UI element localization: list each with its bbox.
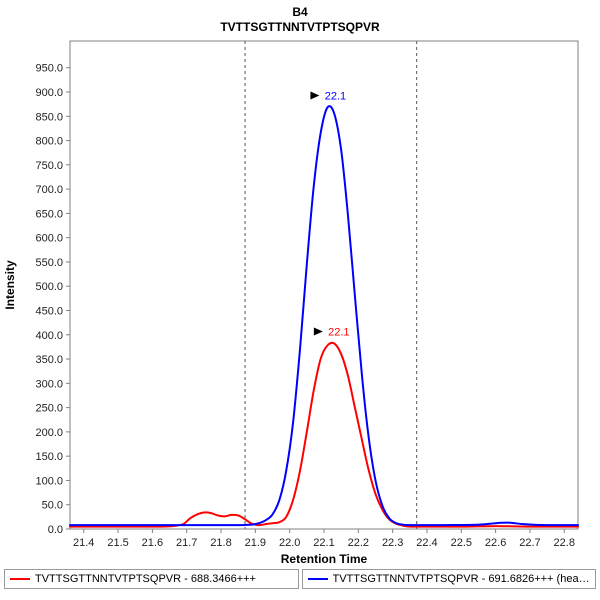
y-tick-label: 700.0 <box>35 184 63 196</box>
y-tick-label: 550.0 <box>35 257 63 269</box>
y-tick-label: 450.0 <box>35 305 63 317</box>
legend-item-light: TVTTSGTTNNTVTPTSQPVR - 688.3466+++ <box>4 569 299 589</box>
y-tick-label: 900.0 <box>35 87 63 99</box>
x-tick-label: 22.5 <box>451 537 472 549</box>
y-tick-label: 500.0 <box>35 281 63 293</box>
y-tick-label: 250.0 <box>35 403 63 415</box>
chart-header: B4 TVTTSGTTNNTVTPTSQPVR <box>0 0 600 35</box>
y-tick-label: 350.0 <box>35 354 63 366</box>
legend-label-heavy: TVTTSGTTNNTVTPTSQPVR - 691.6826+++ (heav… <box>332 573 591 585</box>
x-tick-label: 21.4 <box>73 537 94 549</box>
y-tick-label: 950.0 <box>35 63 63 75</box>
y-tick-label: 600.0 <box>35 233 63 245</box>
y-tick-label: 750.0 <box>35 160 63 172</box>
x-tick-label: 22.8 <box>554 537 575 549</box>
peptide-sequence-subtitle: TVTTSGTTNNTVTPTSQPVR <box>220 20 380 34</box>
legend-label-light: TVTTSGTTNNTVTPTSQPVR - 688.3466+++ <box>35 573 256 585</box>
legend-line-red-icon <box>10 578 30 580</box>
y-tick-label: 150.0 <box>35 451 63 463</box>
x-tick-label: 22.1 <box>313 537 334 549</box>
y-tick-label: 100.0 <box>35 475 63 487</box>
y-tick-label: 400.0 <box>35 330 63 342</box>
y-tick-label: 850.0 <box>35 111 63 123</box>
peak-arrow-icon <box>313 327 323 336</box>
x-tick-label: 22.7 <box>519 537 540 549</box>
y-axis-label: Intensity <box>3 260 17 310</box>
peak-arrow-icon <box>310 91 320 100</box>
peak-retention-time-label: 22.1 <box>325 91 346 103</box>
x-tick-label: 21.5 <box>107 537 128 549</box>
x-tick-label: 22.3 <box>382 537 403 549</box>
chart-area: 0.0 50.0 100.0 150.0 200.0 250.0 300.0 350.0 400… <box>0 35 600 567</box>
x-tick-label: 22.4 <box>416 537 437 549</box>
y-tick-label: 800.0 <box>35 136 63 148</box>
x-tick-label: 21.9 <box>245 537 266 549</box>
y-tick-label: 200.0 <box>35 427 63 439</box>
legend-item-heavy: TVTTSGTTNNTVTPTSQPVR - 691.6826+++ (heav… <box>301 569 596 589</box>
series-heavy-trace <box>69 105 579 527</box>
series-light-trace <box>69 341 579 528</box>
chart-title: B4 <box>292 5 308 19</box>
x-tick-label: 22.2 <box>348 537 369 549</box>
x-tick-label: 22.6 <box>485 537 506 549</box>
x-tick-label: 22.0 <box>279 537 300 549</box>
legend: TVTTSGTTNNTVTPTSQPVR - 688.3466+++ TVTTS… <box>4 569 596 589</box>
peak-retention-time-label: 22.1 <box>328 327 349 339</box>
chromatogram-plot[interactable]: 0.0 50.0 100.0 150.0 200.0 250.0 300.0 350.0 400… <box>0 35 600 567</box>
x-tick-label: 21.7 <box>176 537 197 549</box>
x-tick-label: 21.8 <box>210 537 231 549</box>
y-tick-label: 300.0 <box>35 378 63 390</box>
x-axis-label: Retention Time <box>281 552 368 566</box>
y-tick-label: 650.0 <box>35 208 63 220</box>
legend-line-blue-icon <box>307 578 328 580</box>
y-tick-label: 50.0 <box>42 500 63 512</box>
y-tick-label: 0.0 <box>48 524 63 536</box>
x-tick-label: 21.6 <box>142 537 163 549</box>
